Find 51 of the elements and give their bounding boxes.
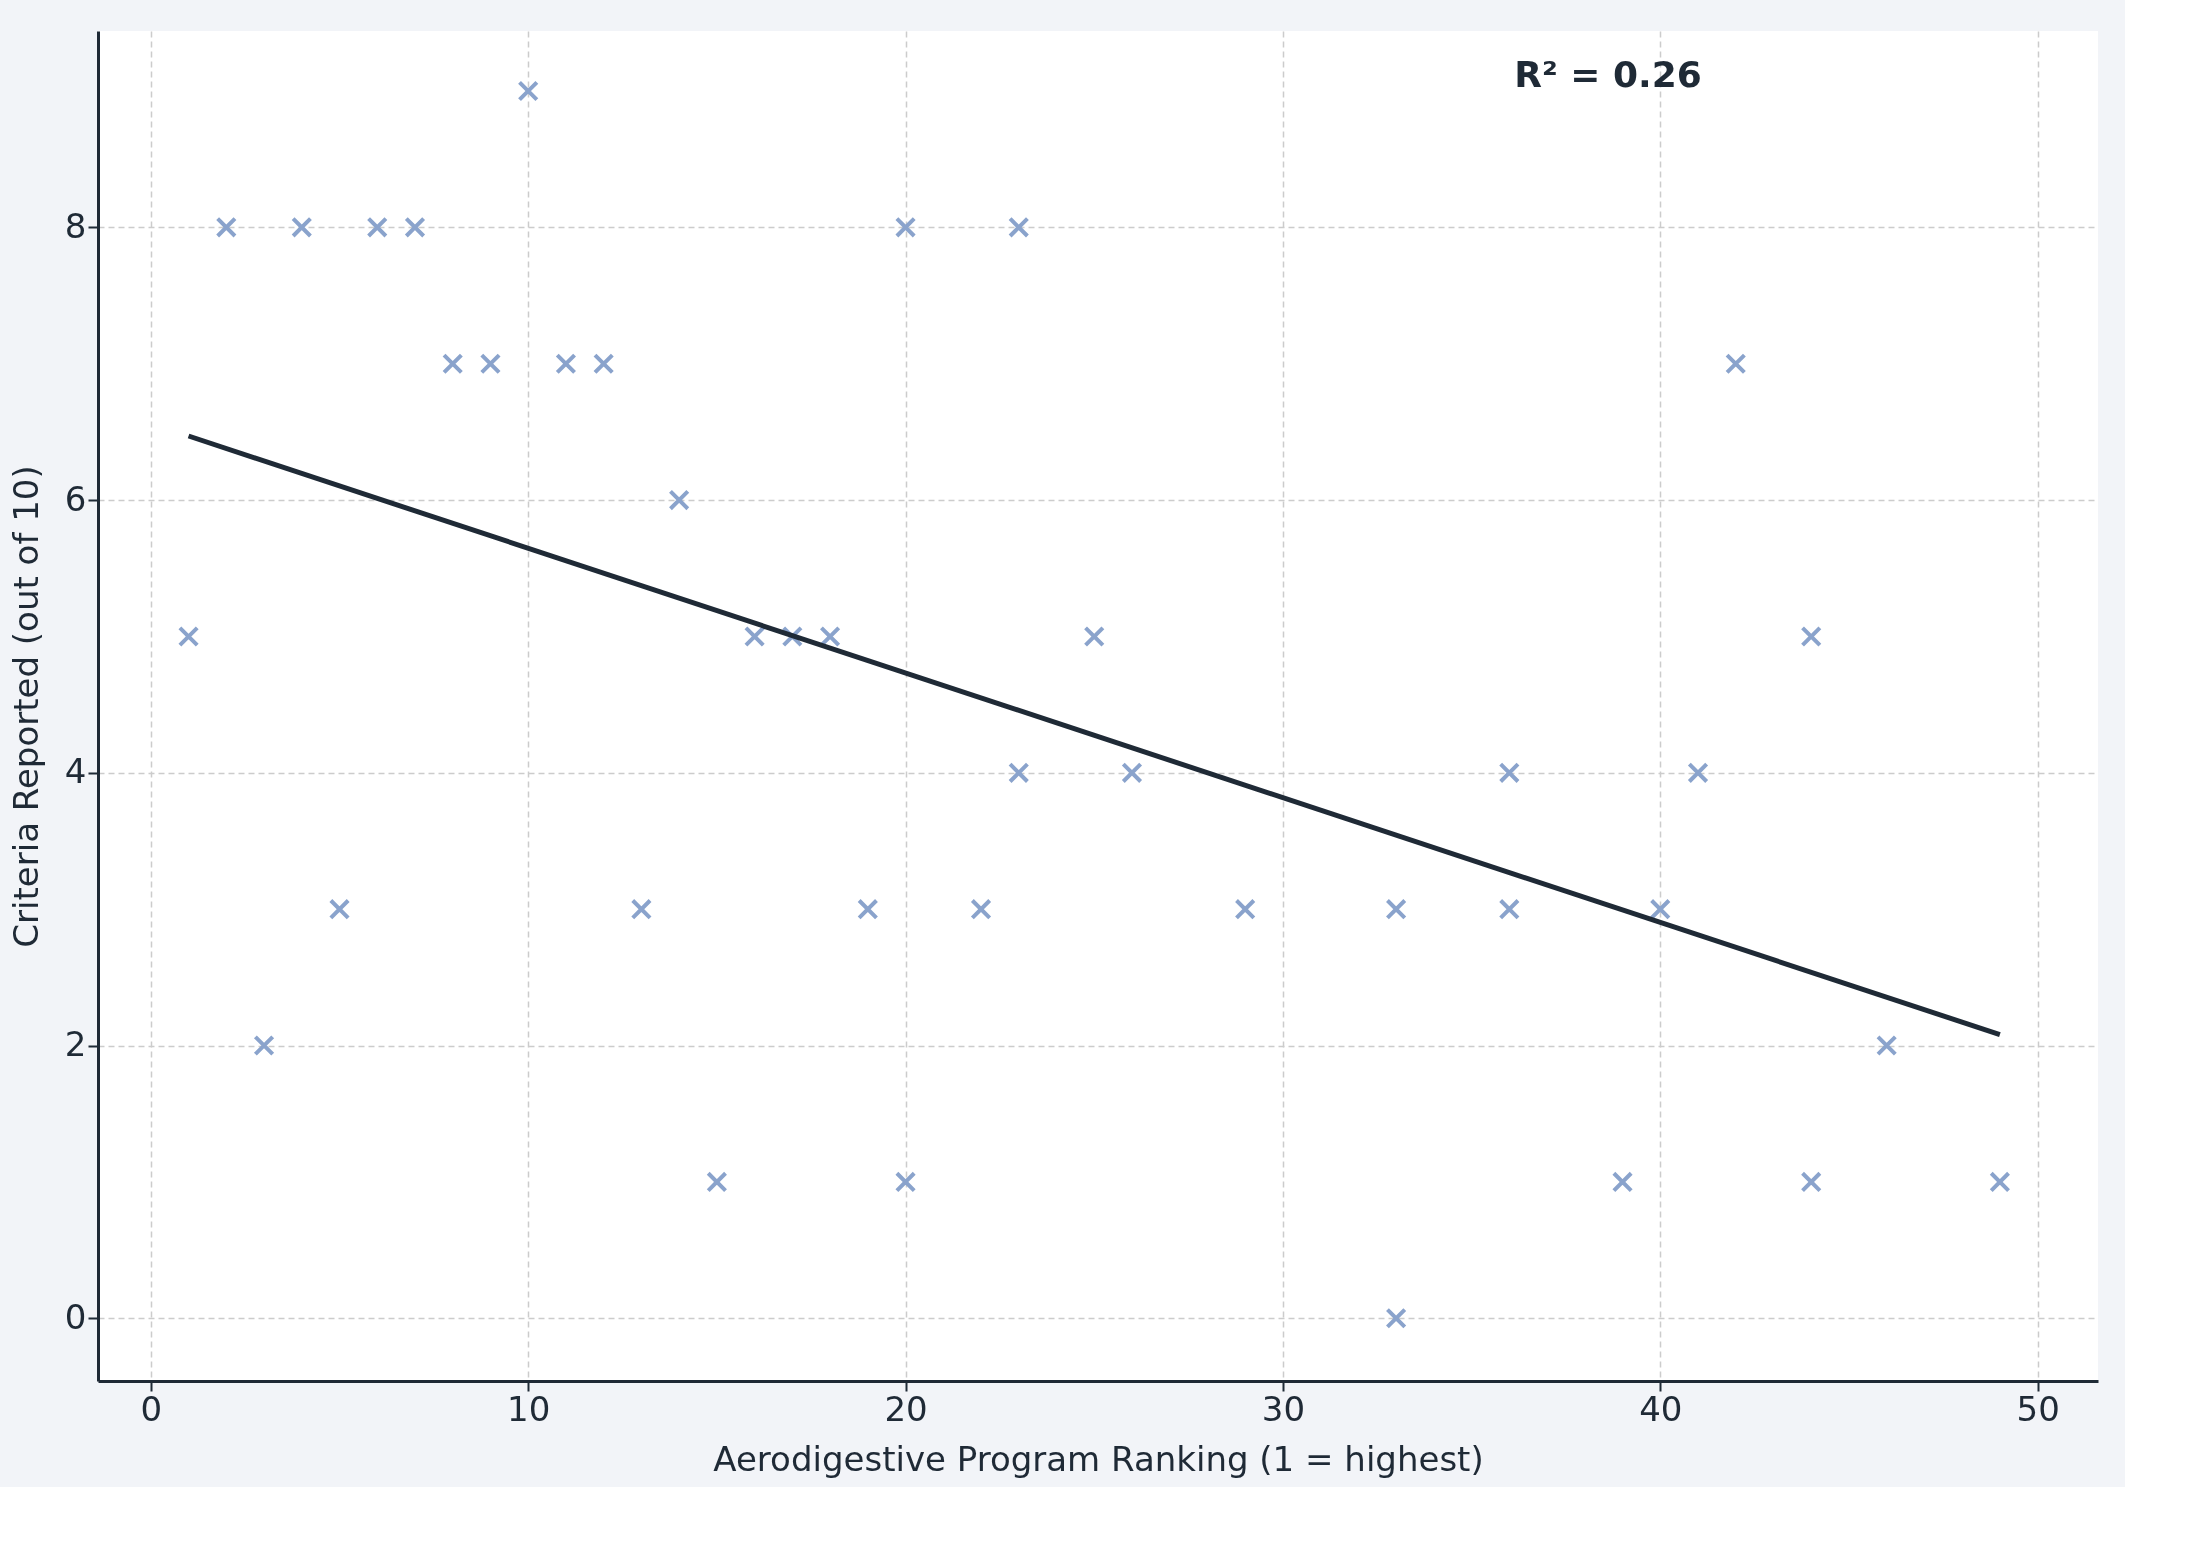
- point: [1008, 216, 1030, 239]
- y-tick-label: 6: [64, 478, 87, 519]
- x-tick-label: 50: [2016, 1388, 2060, 1429]
- point: [857, 898, 879, 920]
- x-tick-label: 20: [884, 1388, 928, 1429]
- point: [970, 898, 992, 920]
- point: [291, 216, 313, 239]
- point: [1008, 762, 1030, 784]
- point: [1876, 1034, 1898, 1057]
- point: [479, 353, 502, 375]
- point: [1989, 1171, 2011, 1193]
- point: [1725, 353, 1747, 375]
- point: [1385, 1307, 1407, 1329]
- point: [706, 1171, 728, 1193]
- point: [1498, 898, 1520, 920]
- point: [1234, 898, 1256, 920]
- point: [743, 625, 766, 648]
- point: [328, 898, 351, 920]
- point: [1385, 898, 1407, 920]
- y-tick-label: 0: [64, 1296, 87, 1337]
- y-axis-title: Criteria Reported (out of 10): [5, 465, 46, 948]
- point: [253, 1034, 275, 1057]
- point: [404, 216, 426, 239]
- y-tick-label: 4: [64, 751, 87, 792]
- point: [1083, 625, 1105, 648]
- y-tick-label: 2: [64, 1024, 87, 1065]
- point: [1649, 898, 1671, 920]
- point: [1498, 762, 1520, 784]
- point: [442, 353, 464, 375]
- point: [630, 898, 653, 920]
- x-tick-label: 0: [140, 1388, 163, 1429]
- point: [215, 216, 237, 239]
- point: [894, 1171, 917, 1193]
- annotation: R² = 0.26: [1514, 54, 1702, 95]
- point: [517, 80, 539, 102]
- point: [366, 216, 388, 239]
- point: [1800, 625, 1822, 648]
- point: [1800, 1171, 1822, 1193]
- point: [593, 353, 615, 375]
- point: [668, 489, 690, 511]
- y-tick-label: 8: [64, 205, 87, 246]
- x-tick-label: 10: [507, 1388, 551, 1429]
- point: [1611, 1171, 1634, 1193]
- x-tick-label: 40: [1639, 1388, 1683, 1429]
- point: [1687, 762, 1709, 784]
- point: [894, 216, 917, 239]
- point: [177, 625, 200, 648]
- x-axis-title: Aerodigestive Program Ranking (1 = highest): [713, 1438, 1484, 1479]
- x-tick-label: 30: [1261, 1388, 1306, 1429]
- point: [1121, 762, 1143, 784]
- point: [555, 353, 577, 375]
